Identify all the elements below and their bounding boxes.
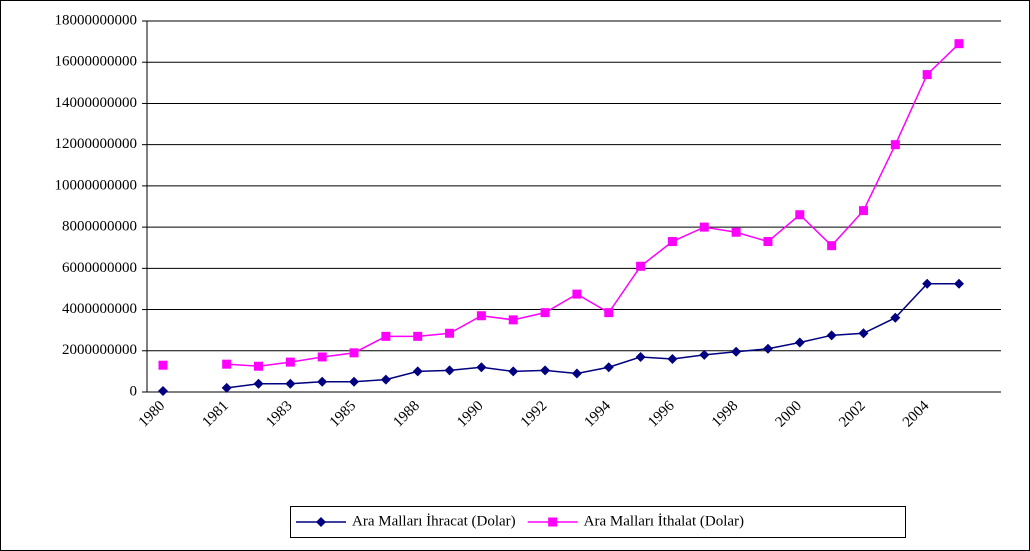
- data-point: [795, 210, 805, 220]
- data-point: [762, 343, 773, 354]
- data-point: [922, 278, 933, 289]
- legend-label: Ara Malları İthalat (Dolar): [584, 513, 744, 529]
- data-point: [667, 237, 677, 247]
- y-tick-label: 0: [130, 383, 138, 399]
- data-point: [571, 368, 582, 379]
- data-point: [412, 366, 423, 377]
- data-point: [731, 227, 741, 237]
- data-point: [349, 376, 360, 387]
- data-point: [667, 354, 678, 365]
- data-point: [508, 315, 518, 325]
- legend-box: [290, 506, 906, 538]
- y-tick-label: 2000000000: [62, 342, 137, 358]
- y-tick-label: 16000000000: [55, 54, 138, 70]
- data-point: [890, 312, 901, 323]
- data-point: [603, 362, 614, 373]
- data-point: [826, 330, 837, 341]
- data-point: [476, 311, 486, 321]
- data-point: [731, 346, 742, 357]
- y-tick-label: 18000000000: [55, 12, 138, 28]
- series-line: [226, 283, 959, 389]
- legend-label: Ara Malları İhracat (Dolar): [352, 513, 516, 529]
- data-point: [763, 237, 773, 247]
- data-point: [476, 362, 487, 373]
- data-point: [540, 365, 551, 376]
- data-point: [572, 289, 582, 299]
- data-point: [794, 337, 805, 348]
- data-point: [890, 140, 900, 150]
- data-point: [285, 378, 296, 389]
- y-tick-label: 12000000000: [55, 136, 138, 152]
- data-point: [221, 382, 232, 393]
- data-point: [380, 374, 391, 385]
- y-tick-label: 10000000000: [55, 177, 138, 193]
- data-point: [635, 351, 646, 362]
- data-point: [158, 385, 168, 396]
- y-tick-label: 4000000000: [62, 301, 137, 317]
- data-point: [158, 360, 168, 370]
- data-point: [636, 261, 646, 271]
- data-point: [317, 376, 328, 387]
- data-point: [858, 328, 869, 339]
- legend-marker: [548, 517, 558, 527]
- data-point: [954, 39, 964, 49]
- data-point: [317, 352, 327, 362]
- data-point: [222, 359, 232, 369]
- legend-marker: [316, 517, 326, 527]
- data-point: [858, 206, 868, 216]
- data-point: [540, 308, 550, 318]
- data-point: [349, 348, 359, 358]
- y-tick-label: 8000000000: [62, 219, 137, 235]
- data-point: [445, 328, 455, 338]
- data-point: [827, 241, 837, 251]
- data-point: [699, 222, 709, 232]
- data-point: [954, 278, 964, 289]
- data-point: [604, 308, 614, 318]
- data-point: [413, 331, 423, 341]
- y-tick-label: 14000000000: [55, 95, 138, 111]
- series-line: [226, 43, 960, 367]
- y-tick-label: 6000000000: [62, 260, 137, 276]
- data-point: [444, 365, 455, 376]
- data-point: [253, 378, 264, 389]
- data-point: [508, 366, 519, 377]
- data-point: [254, 361, 264, 371]
- data-point: [699, 349, 710, 360]
- data-point: [381, 331, 391, 341]
- data-point: [285, 357, 295, 367]
- data-point: [922, 70, 932, 80]
